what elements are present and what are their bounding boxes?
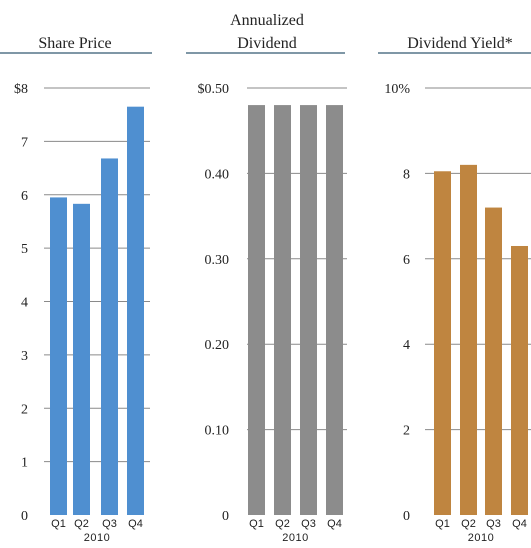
y-tick-label: $8	[14, 82, 28, 97]
annualized-dividend-chart: Annualized Dividend 0 0.10 0.20 0.30 0.40 $0.50…	[186, 12, 347, 544]
bar-q3	[300, 105, 317, 515]
x-tick-label: Q3	[102, 518, 117, 530]
y-tick-label: 0	[222, 509, 229, 524]
y-tick-label: $0.50	[198, 82, 230, 97]
y-tick-label: 4	[21, 296, 28, 311]
y-tick-label: 4	[403, 338, 410, 353]
bar-q4	[511, 245, 528, 516]
x-group-label: 2010	[468, 532, 494, 544]
bar-q4	[326, 105, 343, 515]
chart-title-line: Share Price	[38, 35, 111, 52]
share-price-chart: Share Price 0 1 2 3 4 5 6 7 $8 Q1 Q2 Q3 Q4 2010	[0, 35, 152, 544]
x-tick-label: Q4	[512, 518, 527, 530]
chart-title-line: Dividend Yield*	[407, 35, 513, 52]
x-tick-label: Q3	[486, 518, 501, 530]
bar-q3	[485, 207, 502, 515]
y-tick-label: 0	[21, 509, 28, 524]
y-tick-label: 0	[403, 509, 410, 524]
x-tick-label: Q1	[435, 518, 450, 530]
x-tick-label: Q2	[74, 518, 89, 530]
bar-q2	[460, 164, 477, 516]
y-tick-label: 3	[21, 349, 28, 364]
bar-q1	[248, 105, 265, 515]
y-tick-label: 5	[21, 242, 28, 257]
chart-title-line: Annualized	[230, 12, 304, 29]
y-tick-label: 10%	[384, 82, 410, 97]
bar-q3	[101, 158, 118, 515]
y-tick-label: 1	[21, 456, 28, 471]
y-tick-label: 6	[403, 253, 410, 268]
x-tick-label: Q3	[301, 518, 316, 530]
bar-q2	[274, 105, 291, 515]
x-tick-label: Q2	[275, 518, 290, 530]
x-tick-label: Q1	[249, 518, 264, 530]
x-tick-label: Q4	[128, 518, 143, 530]
x-group-label: 2010	[282, 532, 308, 544]
bar-q2	[73, 203, 90, 516]
y-tick-label: 6	[21, 189, 28, 204]
x-tick-label: Q4	[327, 518, 342, 530]
y-tick-label: 0.30	[205, 253, 230, 268]
x-group-label: 2010	[84, 532, 110, 544]
bar-q1	[50, 197, 67, 515]
bar-q4	[127, 106, 144, 516]
y-tick-label: 0.40	[205, 167, 230, 182]
chart-title-line: Dividend	[237, 35, 297, 52]
y-tick-label: 2	[403, 424, 410, 439]
bar-q1	[434, 171, 451, 515]
x-tick-label: Q2	[461, 518, 476, 530]
dividend-yield-chart: Dividend Yield* 0 2 4 6 8 10% Q1 Q2 Q3 Q4 2010	[378, 35, 531, 544]
y-tick-label: 0.20	[205, 338, 230, 353]
y-tick-label: 7	[21, 135, 28, 150]
y-tick-label: 8	[403, 167, 410, 182]
x-tick-label: Q1	[51, 518, 66, 530]
y-tick-label: 2	[21, 402, 28, 417]
y-tick-label: 0.10	[205, 424, 230, 439]
